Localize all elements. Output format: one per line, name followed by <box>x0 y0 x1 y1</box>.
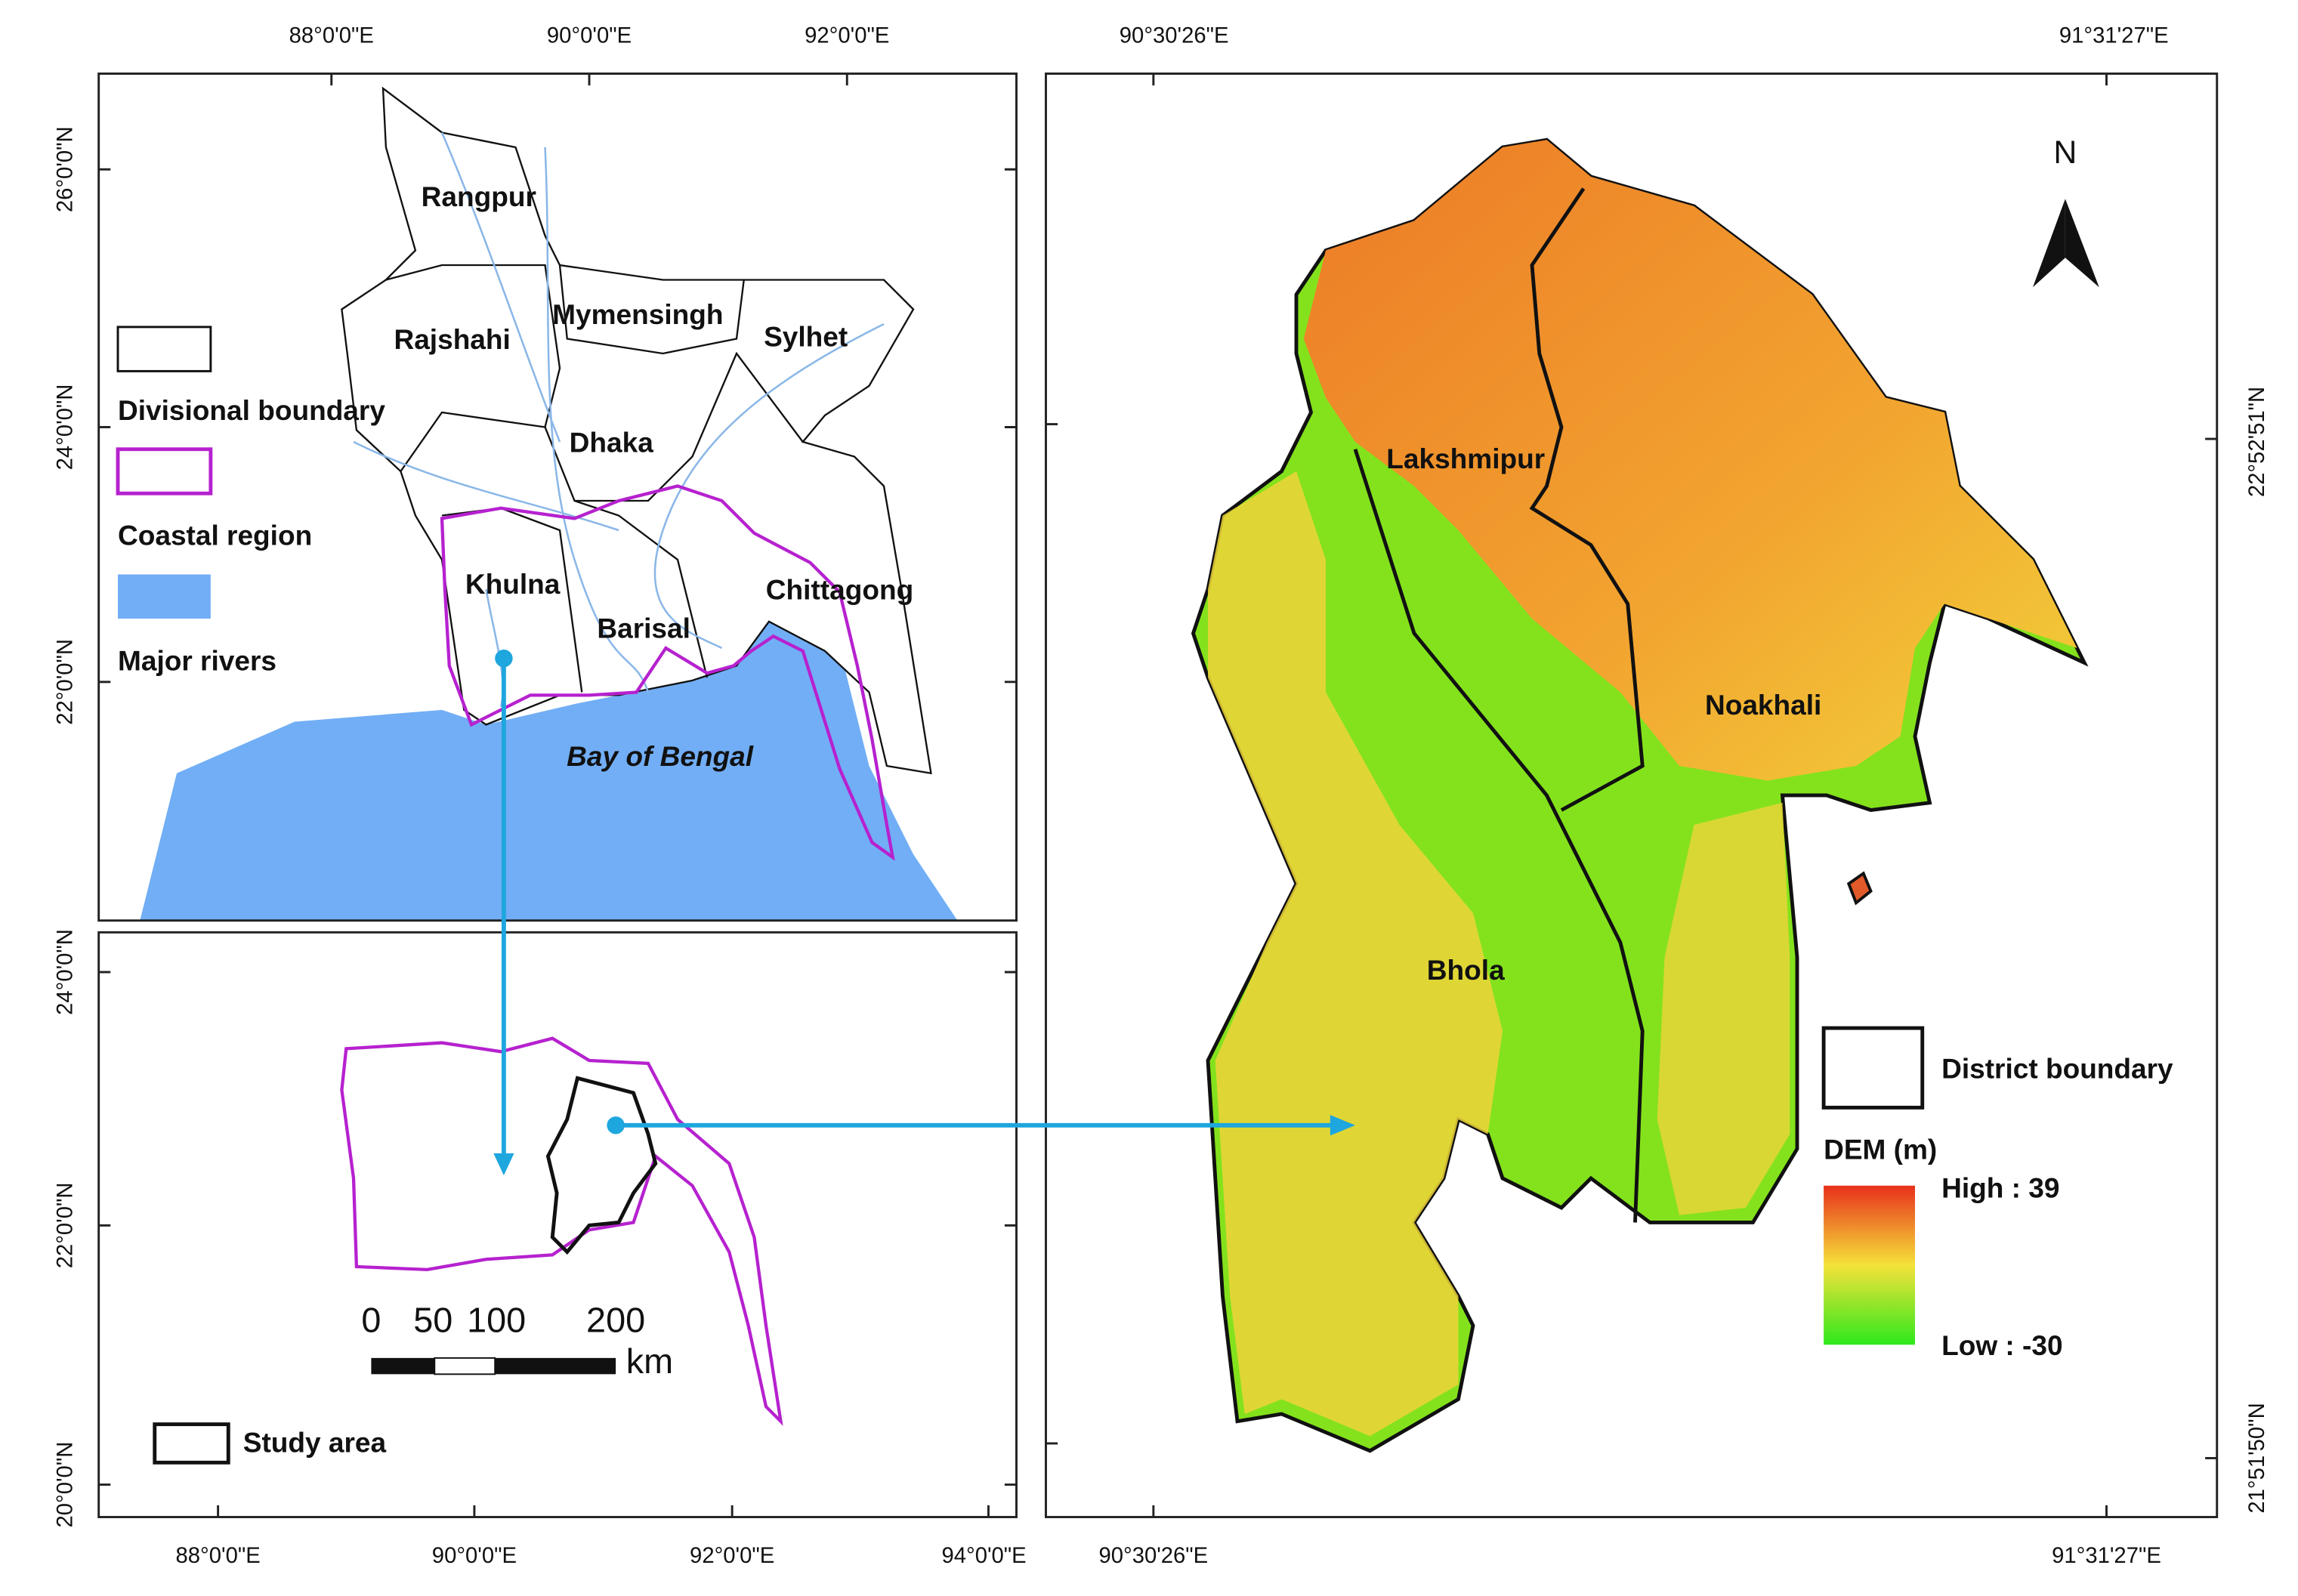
legend-label: Coastal region <box>118 520 312 551</box>
scale-label: 0 <box>361 1300 381 1339</box>
legend-label: Study area <box>243 1427 387 1459</box>
legend-river-swatch <box>118 574 211 619</box>
y-axis-label: 24°0'0"N <box>53 929 77 1015</box>
district-label: Bhola <box>1427 954 1505 986</box>
coastal-region <box>440 484 895 861</box>
dem-color-ramp <box>1824 1185 1915 1345</box>
district-boundary <box>1353 449 1645 1223</box>
overview-map: Divisional boundary Coastal region Major… <box>53 23 1018 922</box>
x-axis-label: 91°31'27"E <box>2059 23 2169 48</box>
x-axis-label: 92°0'0"E <box>690 1544 774 1568</box>
y-axis-label: 21°51'50"N <box>2245 1403 2269 1513</box>
division-lines <box>385 264 561 472</box>
scale-bar <box>434 1357 496 1375</box>
panel-frame <box>97 73 1018 922</box>
legend-coastal-swatch <box>116 447 213 495</box>
scale-unit: km <box>626 1341 673 1381</box>
dem-high-area <box>1303 140 2077 781</box>
frame-ticks <box>98 73 1017 684</box>
x-axis-label: 91°31'27"E <box>2052 1544 2161 1568</box>
legend-label: Low : -30 <box>1941 1329 2062 1361</box>
study-map: N Lakshmipur Noakhali Bhola District bou… <box>1045 23 2269 1568</box>
frame-ticks <box>98 971 1017 1517</box>
division-lines <box>558 264 745 355</box>
division-label: Mymensingh <box>552 298 723 330</box>
dem-mid-area <box>1207 471 1503 1437</box>
x-axis-label: 90°30'26"E <box>1120 23 1229 48</box>
x-axis-label: 92°0'0"E <box>805 23 889 48</box>
dem-mid-area <box>1657 802 1790 1215</box>
legend-boundary-swatch <box>116 326 212 372</box>
legend-label: High : 39 <box>1941 1172 2059 1203</box>
inset-map: 0 50 100 200 km Study area 88°0'0"E 90°0… <box>53 929 1026 1568</box>
north-label: N <box>2053 134 2077 171</box>
division-label: Rangpur <box>422 181 536 212</box>
division-label: Sylhet <box>764 320 848 352</box>
x-axis-label: 88°0'0"E <box>289 23 374 48</box>
legend-district-swatch <box>1821 1026 1925 1110</box>
legend-label: District boundary <box>1941 1052 2173 1084</box>
y-axis-label: 20°0'0"N <box>53 1442 77 1528</box>
district-label: Lakshmipur <box>1386 443 1545 474</box>
y-axis-label: 22°52'51"N <box>2245 387 2269 497</box>
x-axis-label: 88°0'0"E <box>176 1544 261 1568</box>
frame-ticks <box>1046 73 2217 1517</box>
district-boundary <box>1529 187 1645 812</box>
division-label: Rajshahi <box>394 323 510 355</box>
legend-study-swatch <box>153 1422 230 1465</box>
division-label: Khulna <box>465 568 561 600</box>
division-lines <box>544 351 804 502</box>
scale-bar <box>495 1357 616 1375</box>
scale-label: 50 <box>413 1300 452 1339</box>
coastal-region <box>340 1036 783 1426</box>
legend-title: DEM (m) <box>1824 1134 1937 1165</box>
scale-label: 200 <box>586 1300 645 1339</box>
division-label: Chittagong <box>766 574 913 606</box>
north-arrow: N <box>2032 134 2099 288</box>
x-axis-label: 94°0'0"E <box>942 1544 1027 1568</box>
district-label: Noakhali <box>1705 689 1821 721</box>
connector-arrows <box>493 649 1355 1176</box>
panel-frame <box>97 931 1018 1518</box>
panel-frame <box>1045 73 2219 1518</box>
legend-label: Divisional boundary <box>118 394 385 426</box>
legend-label: Major rivers <box>118 644 276 676</box>
x-axis-label: 90°0'0"E <box>432 1544 517 1568</box>
y-axis-label: 24°0'0"N <box>53 384 77 471</box>
sea-label: Bay of Bengal <box>567 740 754 772</box>
scale-label: 100 <box>467 1300 526 1339</box>
division-label: Dhaka <box>570 427 654 458</box>
scale-bar <box>371 1357 435 1375</box>
x-axis-label: 90°30'26"E <box>1098 1544 1208 1568</box>
sea <box>140 591 958 921</box>
division-label: Barisal <box>597 612 690 644</box>
y-axis-label: 22°0'0"N <box>53 1182 77 1268</box>
x-axis-label: 90°0'0"E <box>547 23 632 48</box>
island <box>1846 871 1873 906</box>
y-axis-label: 22°0'0"N <box>53 639 77 725</box>
study-area <box>545 1076 658 1255</box>
y-axis-label: 26°0'0"N <box>53 126 77 212</box>
